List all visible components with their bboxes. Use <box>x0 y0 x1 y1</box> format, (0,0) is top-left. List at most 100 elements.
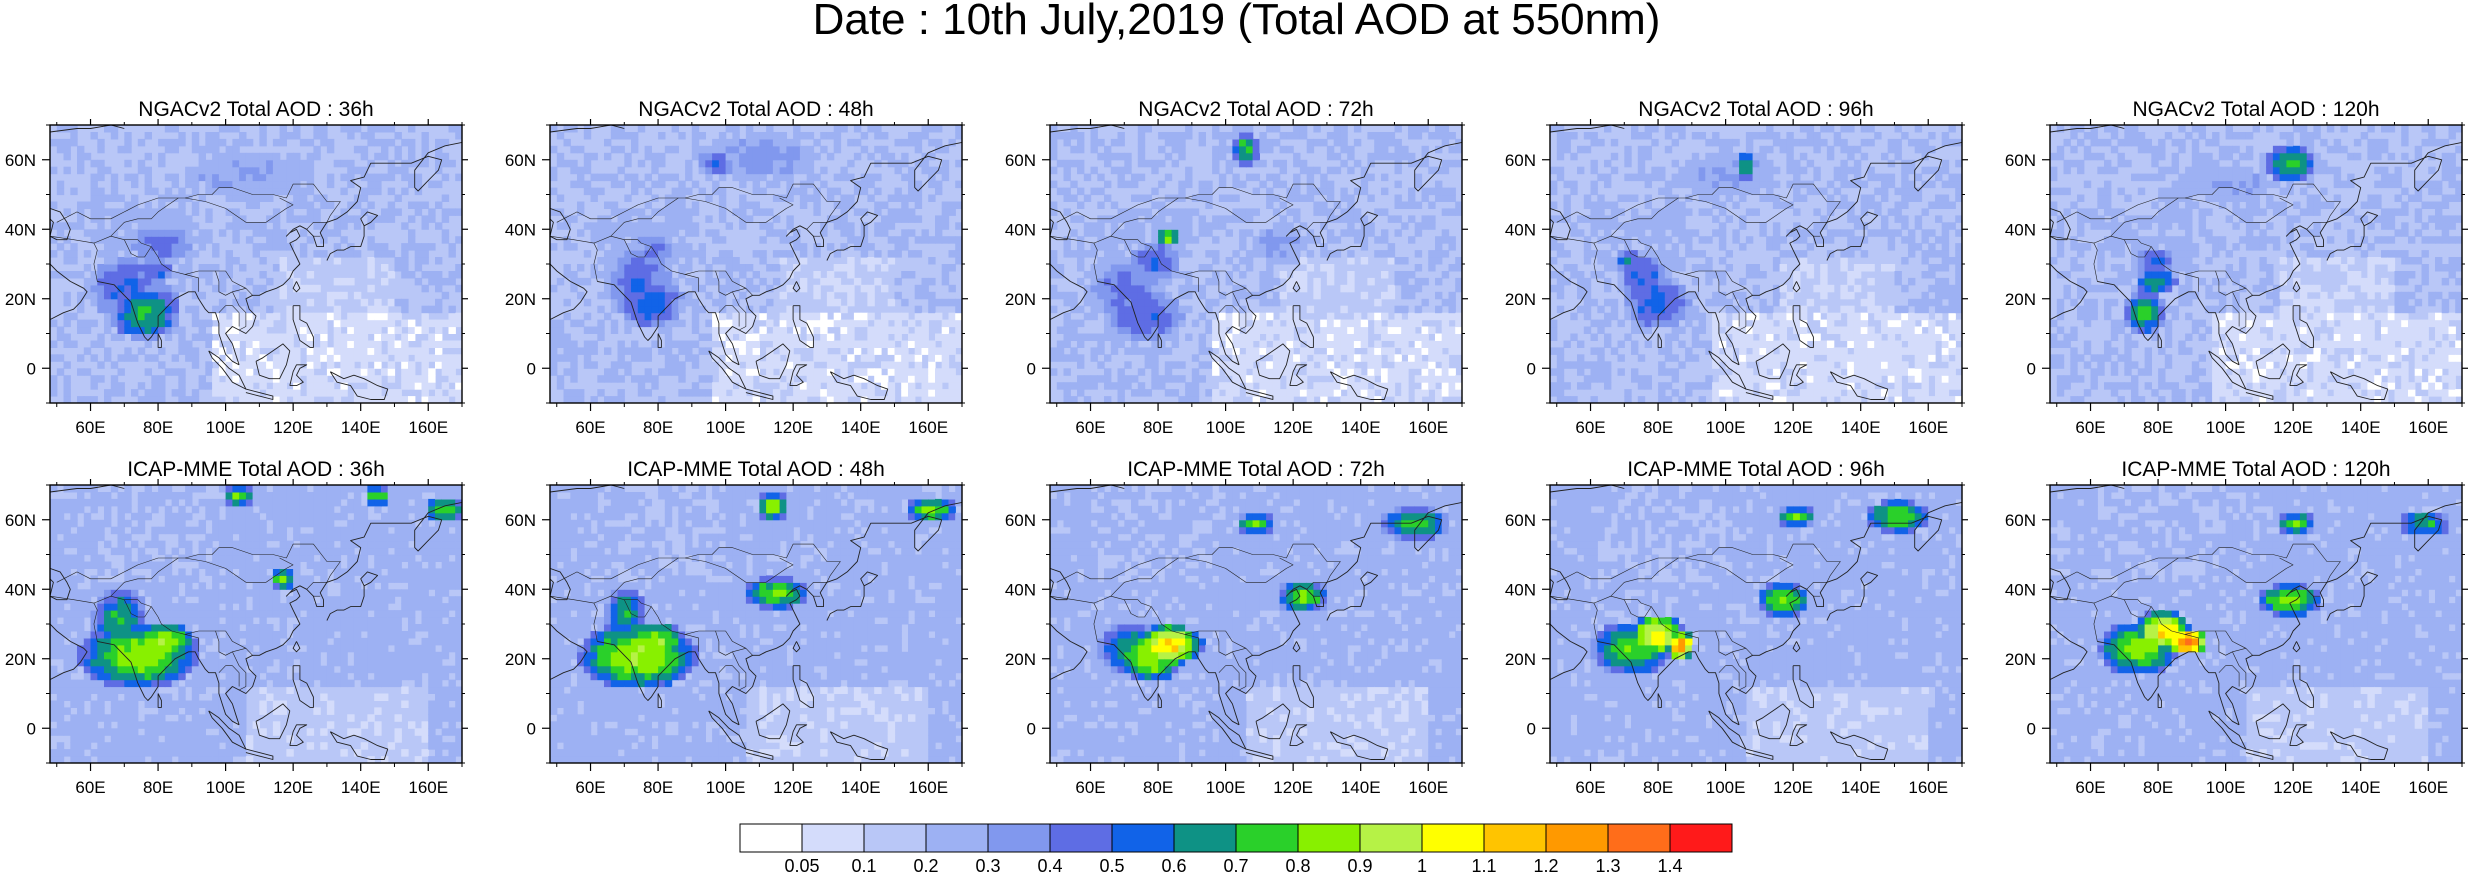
aod-cell <box>1137 250 1146 258</box>
aod-cell <box>1063 291 1071 300</box>
aod-cell <box>671 291 679 300</box>
aod-cell <box>1326 166 1335 175</box>
aod-cell <box>901 354 909 362</box>
aod-cell <box>293 368 301 376</box>
aod-cell <box>1712 382 1720 390</box>
aod-cell <box>1414 361 1423 369</box>
aod-cell <box>421 305 429 314</box>
aod-cell <box>1117 319 1125 328</box>
lon-tick-label: 140E <box>341 418 381 437</box>
aod-cell <box>840 396 848 403</box>
aod-cell <box>1590 180 1598 189</box>
aod-cell <box>887 312 896 321</box>
aod-cell <box>1137 222 1146 230</box>
aod-cell <box>1131 215 1139 223</box>
aod-cell <box>1225 229 1233 237</box>
aod-cell <box>698 152 706 161</box>
aod-cell <box>259 194 267 202</box>
aod-cell <box>1414 264 1423 272</box>
aod-cell <box>1353 389 1362 397</box>
aod-cell <box>1272 354 1281 362</box>
aod-cell <box>1651 312 1659 321</box>
aod-cell <box>1225 361 1233 369</box>
aod-cell <box>1279 333 1287 341</box>
aod-cell <box>671 277 679 286</box>
aod-cell <box>921 166 929 175</box>
aod-cell <box>1772 236 1781 244</box>
aod-cell <box>1685 208 1693 216</box>
aod-cell <box>83 284 92 293</box>
aod-cell <box>685 277 693 286</box>
aod-cell <box>766 159 774 168</box>
aod-cell <box>1259 145 1267 154</box>
aod-cell <box>1158 229 1166 237</box>
aod-cell <box>266 319 274 328</box>
aod-cell <box>772 159 781 168</box>
aod-cell <box>185 173 193 182</box>
aod-cell <box>718 159 727 168</box>
aod-cell <box>205 187 213 196</box>
aod-cell <box>698 257 706 265</box>
aod-cell <box>1421 277 1429 286</box>
aod-cell <box>1658 319 1666 328</box>
aod-cell <box>401 166 409 175</box>
aod-cell <box>1077 389 1085 397</box>
aod-cell <box>144 291 152 300</box>
aod-cell <box>441 382 450 390</box>
aod-cell <box>1367 152 1375 161</box>
aod-cell <box>414 257 423 265</box>
aod-cell <box>1340 305 1348 314</box>
aod-cell <box>408 333 416 341</box>
aod-cell <box>137 305 146 314</box>
aod-cell <box>259 159 267 168</box>
aod-cell <box>1658 222 1666 230</box>
aod-cell <box>1245 312 1254 321</box>
aod-cell <box>225 389 233 397</box>
aod-cell <box>293 125 301 133</box>
aod-cell <box>401 382 409 390</box>
coastline <box>1329 371 1389 400</box>
aod-cell <box>928 257 936 265</box>
aod-cell <box>232 194 240 202</box>
aod-cell <box>732 312 740 321</box>
aod-cell <box>610 201 619 209</box>
aod-cell <box>1671 354 1679 362</box>
aod-cell <box>1414 375 1423 383</box>
aod-cell <box>1164 271 1173 279</box>
aod-cell <box>185 340 193 348</box>
aod-cell <box>1766 382 1774 390</box>
aod-cell <box>1225 389 1233 397</box>
aod-cell <box>685 243 693 251</box>
aod-cell <box>279 361 287 369</box>
aod-cell <box>1394 340 1402 348</box>
aod-cell <box>435 347 443 355</box>
aod-cell <box>914 145 923 154</box>
aod-cell <box>712 298 720 307</box>
aod-cell <box>1725 215 1733 223</box>
aod-cell <box>908 333 916 341</box>
aod-cell <box>1171 132 1179 140</box>
aod-cell <box>1631 208 1639 216</box>
aod-cell <box>63 291 71 300</box>
aod-cell <box>1691 326 1700 334</box>
aod-cell <box>1293 319 1301 328</box>
aod-cell <box>1556 375 1565 383</box>
aod-cell <box>678 389 686 397</box>
aod-cell <box>1637 264 1646 272</box>
aod-cell <box>894 326 902 334</box>
aod-cell <box>671 319 679 328</box>
aod-cell <box>563 159 571 168</box>
aod-cell <box>948 138 956 147</box>
aod-cell <box>718 312 727 321</box>
aod-cell <box>1266 243 1274 251</box>
aod-cell <box>1421 326 1429 334</box>
aod-cell <box>1077 277 1085 286</box>
aod-cell <box>1299 257 1308 265</box>
aod-cell <box>732 208 740 216</box>
aod-cell <box>245 173 254 182</box>
aod-cell <box>1455 347 1462 355</box>
aod-cell <box>70 222 78 230</box>
aod-cell <box>279 229 287 237</box>
aod-cell <box>921 368 929 376</box>
aod-cell <box>1340 159 1348 168</box>
